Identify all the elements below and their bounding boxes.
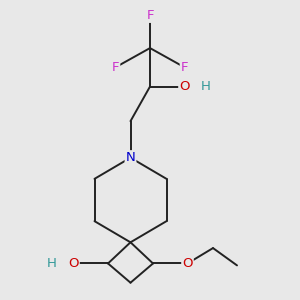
Text: F: F	[146, 9, 154, 22]
Text: H: H	[47, 257, 57, 270]
Text: F: F	[181, 61, 188, 74]
Text: O: O	[182, 257, 193, 270]
Text: O: O	[179, 80, 190, 93]
Text: N: N	[126, 151, 135, 164]
Text: F: F	[112, 61, 119, 74]
Text: H: H	[201, 80, 211, 93]
Text: O: O	[68, 257, 79, 270]
